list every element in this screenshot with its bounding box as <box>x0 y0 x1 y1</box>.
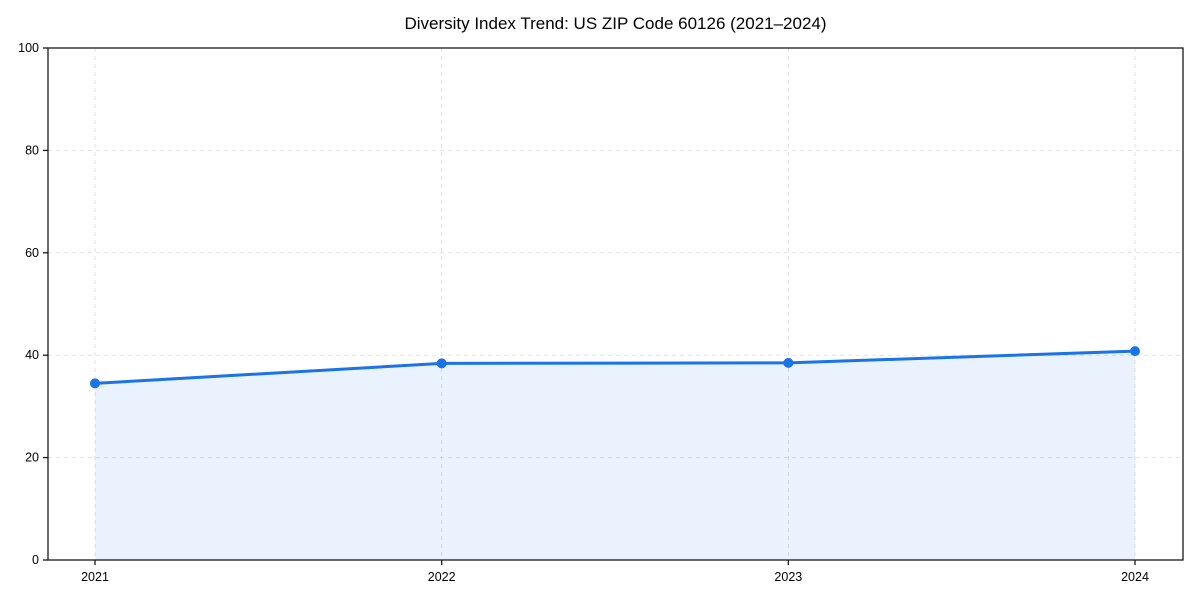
x-tick-label: 2024 <box>1121 570 1149 584</box>
data-point-2024 <box>1130 346 1140 357</box>
y-tick-label: 100 <box>18 41 39 55</box>
x-tick-label: 2021 <box>81 570 109 584</box>
y-tick-label: 80 <box>25 143 39 157</box>
trend-line <box>93 349 1137 385</box>
y-tick-label: 40 <box>25 348 39 362</box>
x-tick-label: 2023 <box>774 570 802 584</box>
data-point-2021 <box>90 378 100 389</box>
y-tick-label: 60 <box>25 246 39 260</box>
data-point-2022 <box>436 358 447 369</box>
y-tick-label: 0 <box>32 553 39 567</box>
data-point-2023 <box>783 357 794 368</box>
area-fill <box>95 351 1135 560</box>
x-tick-label: 2022 <box>428 570 456 584</box>
y-tick-label: 20 <box>25 451 39 465</box>
chart-title: Diversity Index Trend: US ZIP Code 60126… <box>404 14 827 33</box>
plot-border <box>47 47 1184 561</box>
